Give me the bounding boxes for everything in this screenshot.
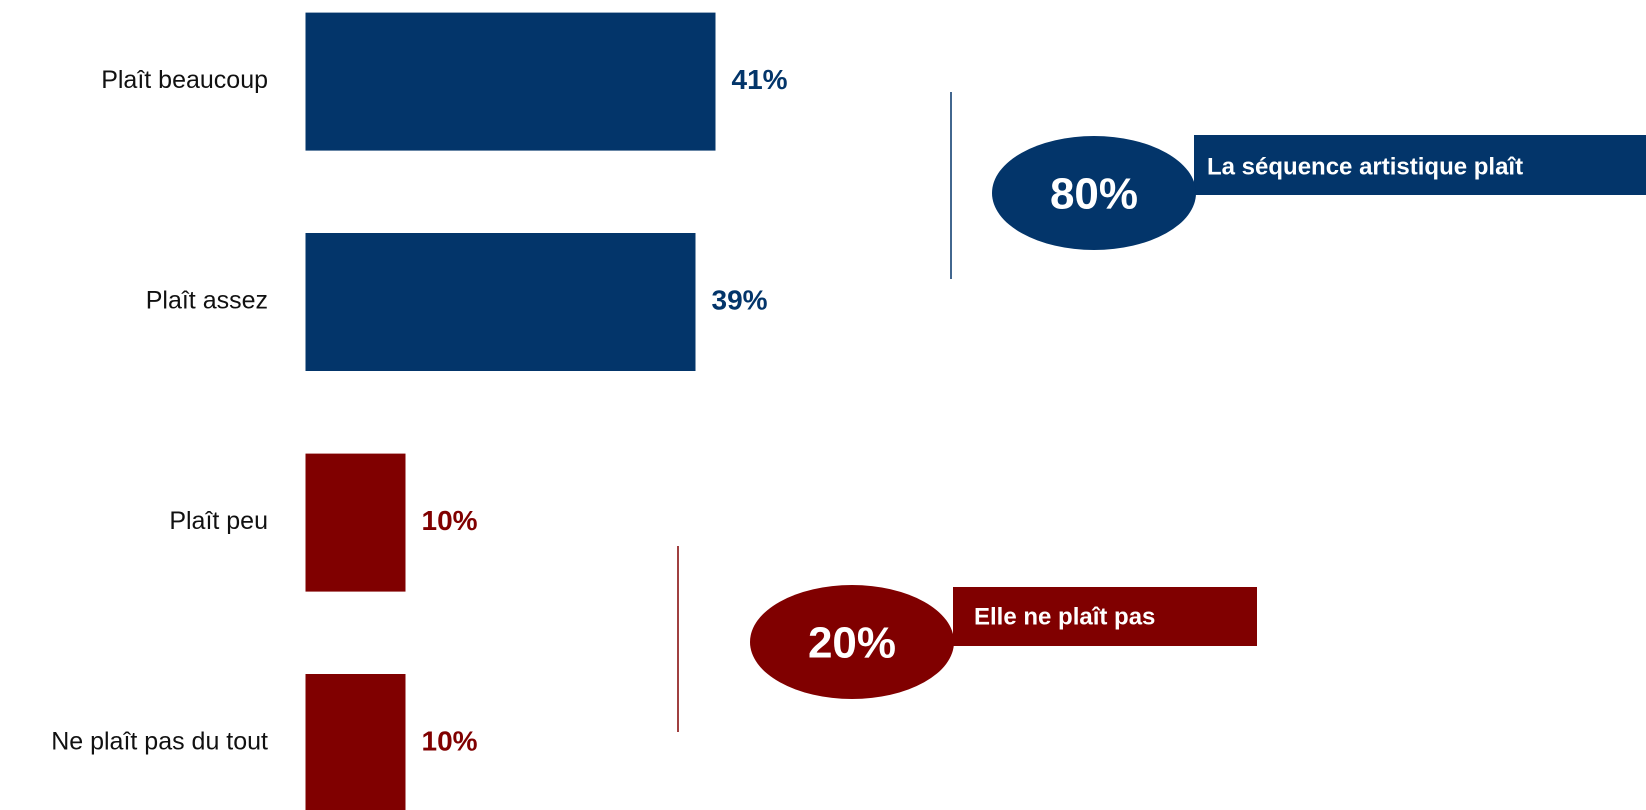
value-label: 10%	[422, 725, 478, 756]
bar	[305, 453, 406, 592]
bar	[305, 12, 716, 151]
badge	[750, 585, 954, 699]
category-label: Plaît beaucoup	[101, 66, 268, 94]
badge-label: 80%	[1050, 170, 1138, 219]
badge	[992, 136, 1196, 250]
category-label: Plaît peu	[169, 507, 268, 535]
banner	[953, 587, 1257, 646]
banner-text: Elle ne plaît pas	[974, 603, 1155, 630]
category-label: Plaît assez	[146, 287, 268, 315]
value-label: 10%	[422, 505, 478, 536]
value-label: 39%	[712, 284, 768, 315]
bar	[305, 233, 696, 371]
banner-text: La séquence artistique plaît	[1207, 153, 1523, 180]
banner	[1194, 135, 1646, 195]
value-label: 41%	[732, 64, 788, 95]
bar	[305, 674, 406, 810]
badge-label: 20%	[808, 619, 896, 668]
category-label: Ne plaît pas du tout	[51, 728, 268, 756]
